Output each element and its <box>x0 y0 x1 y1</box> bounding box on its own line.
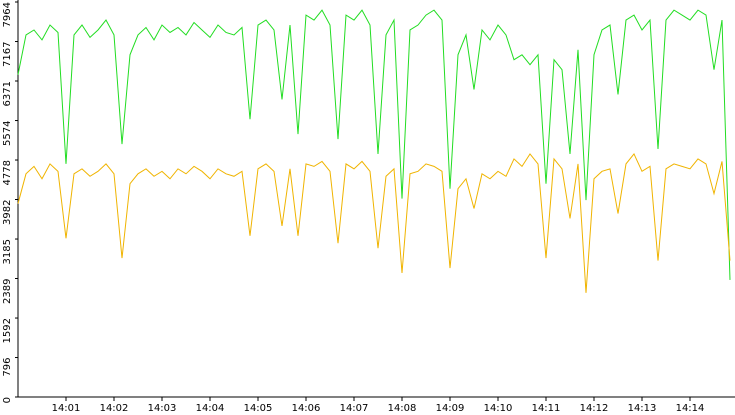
y-tick-label: 7964 <box>2 2 13 27</box>
x-tick-label: 14:11 <box>532 403 561 414</box>
y-tick-label: 3185 <box>2 239 13 264</box>
y-tick-label: 3982 <box>2 200 13 225</box>
x-tick-label: 14:04 <box>196 403 225 414</box>
series-line <box>17 9 731 280</box>
x-tick-label: 14:06 <box>292 403 321 414</box>
y-tick-label: 5574 <box>2 121 13 146</box>
x-tick-label: 14:03 <box>148 403 177 414</box>
x-tick-label: 14:05 <box>244 403 273 414</box>
y-tick-label: 0 <box>2 397 13 403</box>
y-tick-label: 7167 <box>2 42 13 67</box>
x-tick-label: 14:08 <box>388 403 417 414</box>
y-tick-label: 6371 <box>2 81 13 106</box>
x-tick-label: 14:01 <box>52 403 81 414</box>
series-line <box>17 153 731 293</box>
x-tick-label: 14:07 <box>340 403 369 414</box>
x-tick-label: 14:10 <box>484 403 513 414</box>
y-tick-label: 796 <box>2 358 13 377</box>
x-tick-label: 14:13 <box>628 403 657 414</box>
x-tick-label: 14:09 <box>436 403 465 414</box>
x-tick-label: 14:12 <box>580 403 609 414</box>
y-tick-label: 1592 <box>2 318 13 343</box>
y-tick-label: 4778 <box>2 160 13 185</box>
y-tick-label: 2389 <box>2 279 13 304</box>
x-tick-label: 14:14 <box>676 403 705 414</box>
x-tick-label: 14:02 <box>100 403 129 414</box>
